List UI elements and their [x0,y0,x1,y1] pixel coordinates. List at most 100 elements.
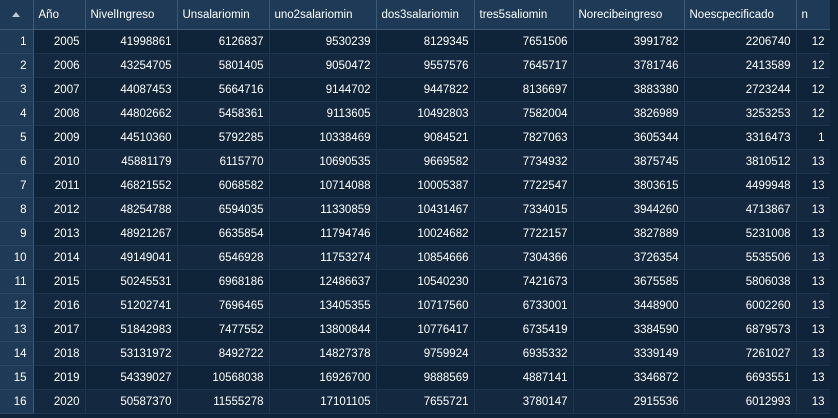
table-cell: 6068582 [177,173,270,198]
sort-ascending-icon[interactable] [12,11,21,17]
row-number: 16 [0,389,34,414]
table-row: 5 2009 44510360 5792285 10338469 9084521 78270… [0,125,831,150]
column-header[interactable]: tres5saliomin [474,0,574,30]
table-cell: 6935332 [474,341,574,366]
table-cell: 11555278 [177,389,270,414]
table-cell: 10492803 [376,101,475,126]
table-cell: 2011 [33,173,86,198]
table-cell: 10568038 [177,365,270,390]
table-cell: 7734932 [474,149,574,174]
table-cell: 6968186 [177,269,270,294]
table-cell: 2009 [33,125,86,150]
table-cell: 10540230 [376,269,475,294]
row-number: 11 [0,269,34,294]
table-cell: 7261027 [684,341,797,366]
table-cell: 3810512 [684,149,797,174]
column-header[interactable]: n [796,0,831,30]
column-header[interactable]: NivelIngreso [85,0,178,30]
row-number: 3 [0,77,34,102]
table-cell: 3384590 [573,317,685,342]
table-cell: 2005 [33,29,86,54]
row-number: 13 [0,317,34,342]
table-cell: 2012 [33,197,86,222]
column-header[interactable]: Año [33,0,86,30]
table-cell: 8492722 [177,341,270,366]
table-cell: 9050472 [269,53,377,78]
table-cell: 50587370 [85,389,178,414]
sort-header[interactable] [0,0,34,30]
table-cell: 16926700 [269,365,377,390]
table-cell: 10717560 [376,293,475,318]
table-cell: 4713867 [684,197,797,222]
table-cell: 17101105 [269,389,377,414]
table-cell: 2019 [33,365,86,390]
row-number: 15 [0,365,34,390]
table-cell: 10690535 [269,149,377,174]
table-cell: 13 [796,365,831,390]
table-cell: 54339027 [85,365,178,390]
table-cell: 10854666 [376,245,475,270]
table-cell: 13 [796,149,831,174]
table-cell: 2017 [33,317,86,342]
row-number: 1 [0,29,34,54]
column-header[interactable]: dos3salariomin [376,0,475,30]
table-cell: 11330859 [269,197,377,222]
row-number: 12 [0,293,34,318]
table-cell: 41998861 [85,29,178,54]
table-cell: 46821552 [85,173,178,198]
table-cell: 5806038 [684,269,797,294]
table-row: 7 2011 46821552 6068582 10714088 10005387 7722… [0,173,831,198]
table-cell: 6879573 [684,317,797,342]
table-cell: 9888569 [376,365,475,390]
table-cell: 2007 [33,77,86,102]
table-cell: 3448900 [573,293,685,318]
column-header[interactable]: Noescpecificado [684,0,797,30]
column-header[interactable]: Unsalariomin [177,0,270,30]
table-row: 6 2010 45881179 6115770 10690535 9669582 77349… [0,149,831,174]
table-cell: 3726354 [573,245,685,270]
table-cell: 3339149 [573,341,685,366]
table-row: 9 2013 48921267 6635854 11794746 10024682 7722… [0,221,831,246]
table-cell: 3827889 [573,221,685,246]
table-cell: 7651506 [474,29,574,54]
table-cell: 9530239 [269,29,377,54]
table-cell: 3253253 [684,101,797,126]
table-cell: 53131972 [85,341,178,366]
row-number: 2 [0,53,34,78]
table-cell: 9759924 [376,341,475,366]
row-number: 10 [0,245,34,270]
table-cell: 2206740 [684,29,797,54]
table-cell: 13800844 [269,317,377,342]
table-cell: 6012993 [684,389,797,414]
table-cell: 3605344 [573,125,685,150]
table-cell: 9144702 [269,77,377,102]
table-cell: 13 [796,293,831,318]
table-cell: 3883380 [573,77,685,102]
table-cell: 13 [796,389,831,414]
table-cell: 3944260 [573,197,685,222]
table-row: 3 2007 44087453 5664716 9144702 9447822 813669… [0,77,831,102]
table-cell: 7304366 [474,245,574,270]
table-cell: 44802662 [85,101,178,126]
table-cell: 6546928 [177,245,270,270]
table-cell: 12 [796,77,831,102]
table-cell: 13405355 [269,293,377,318]
table-cell: 2013 [33,221,86,246]
table-cell: 13 [796,341,831,366]
column-header[interactable]: Norecibeingreso [573,0,685,30]
table-cell: 43254705 [85,53,178,78]
table-cell: 5231008 [684,221,797,246]
table-cell: 6002260 [684,293,797,318]
row-number: 9 [0,221,34,246]
table-cell: 2018 [33,341,86,366]
table-cell: 5792285 [177,125,270,150]
table-row: 15 2019 54339027 10568038 16926700 9888569 488… [0,365,831,390]
table-cell: 10714088 [269,173,377,198]
column-header[interactable]: uno2salariomin [269,0,377,30]
table-cell: 7655721 [376,389,475,414]
table-cell: 2010 [33,149,86,174]
table-cell: 3675585 [573,269,685,294]
table-cell: 7722547 [474,173,574,198]
row-number: 4 [0,101,34,126]
table-cell: 14827378 [269,341,377,366]
